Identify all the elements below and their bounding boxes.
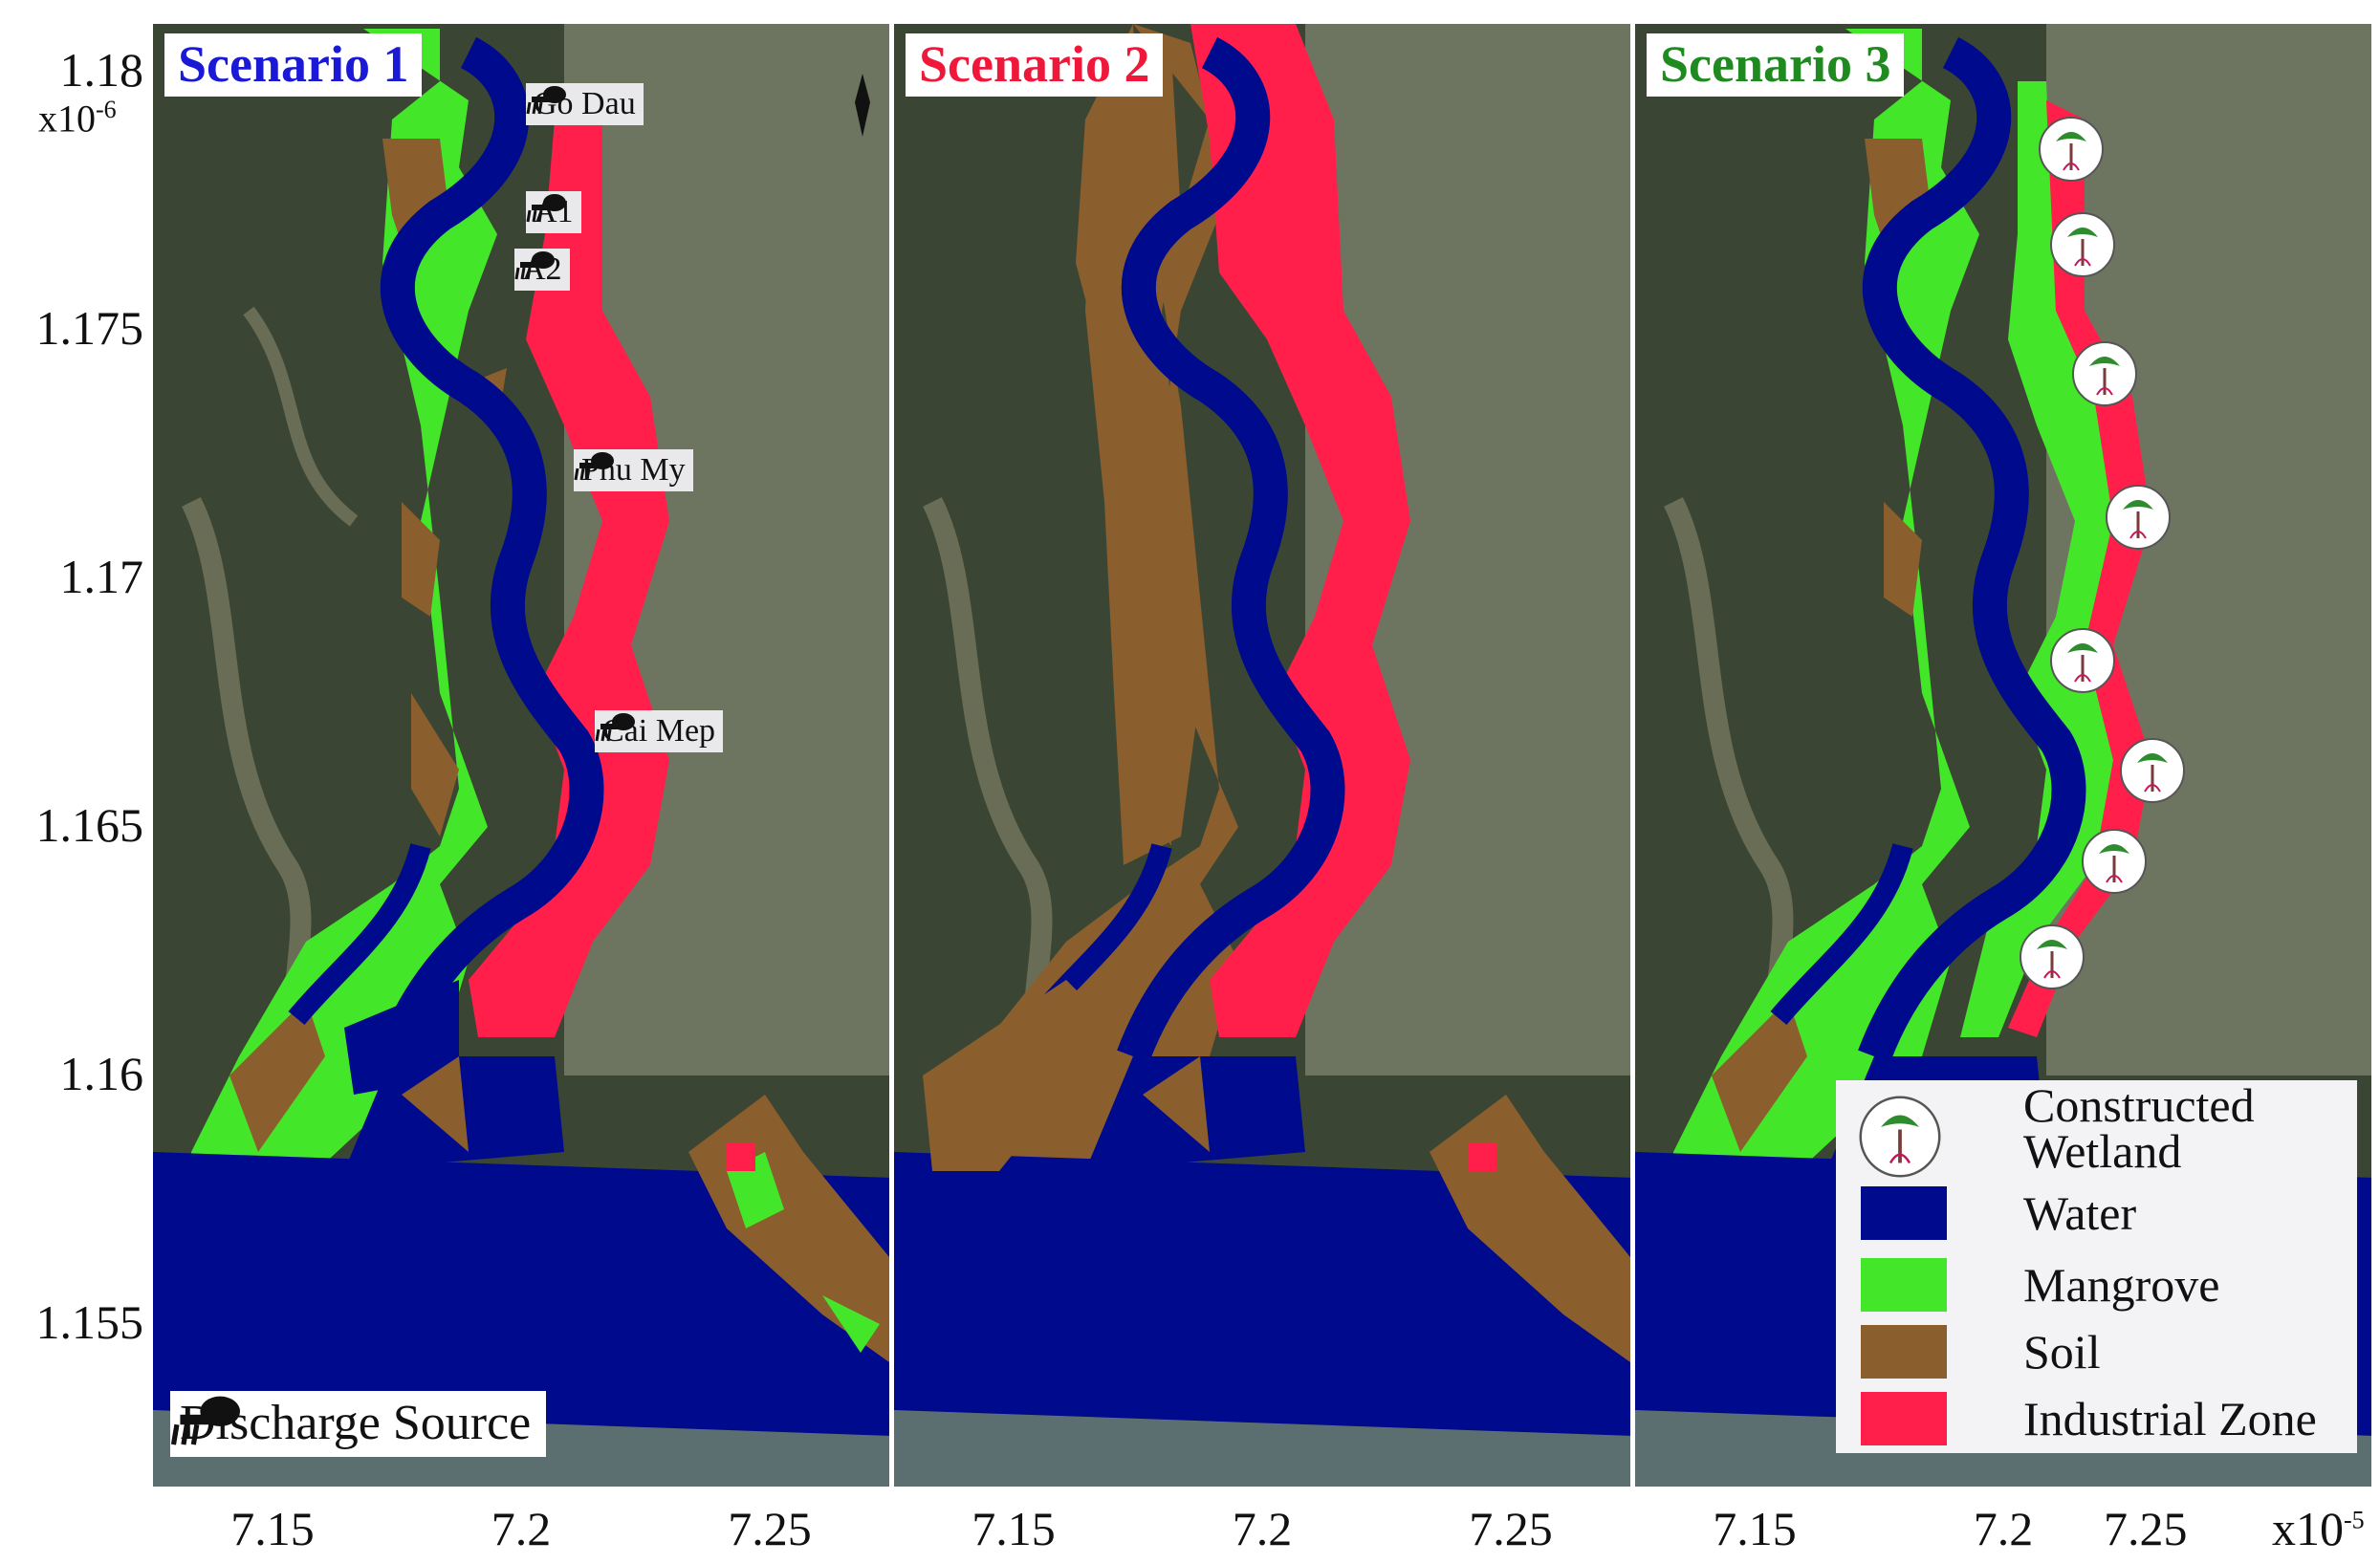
map-legend: Constructed Wetland Water Mangrove Soil … <box>1836 1080 2357 1453</box>
legend-label: Water <box>2023 1186 2137 1240</box>
legend-label: Mangrove <box>2023 1258 2220 1312</box>
y-axis-exponent: x10-6 <box>38 96 117 141</box>
y-tick: 1.175 <box>35 301 144 355</box>
legend-item-water: Water <box>1861 1185 2136 1241</box>
x-exponent-power: -5 <box>2344 1506 2365 1534</box>
legend-swatch <box>1861 1325 1947 1379</box>
x-tick: 7.25 <box>728 1502 812 1555</box>
panel-title: Scenario 3 <box>1647 33 1905 97</box>
x-tick: 7.25 <box>1469 1502 1553 1555</box>
x-exponent-base: x10 <box>2272 1502 2344 1555</box>
x-tick: 7.15 <box>230 1502 315 1555</box>
scenario-2-map <box>894 24 1630 1487</box>
discharge-source-legend: Discharge Source <box>170 1391 547 1457</box>
x-tick: 7.2 <box>1973 1502 2034 1555</box>
x-tick: 7.2 <box>491 1502 552 1555</box>
discharge-pipe-icon <box>595 713 635 742</box>
constructed-wetland-icon <box>2072 341 2137 406</box>
legend-item-industrial-zone: Industrial Zone <box>1861 1391 2317 1446</box>
y-tick: 1.18 <box>59 43 144 97</box>
constructed-wetland-icon <box>2039 117 2104 182</box>
map-panel-scenario-1: Scenario 1 Go Dau A1 A2 Phu My Cai Mep D… <box>153 24 889 1487</box>
y-tick: 1.17 <box>59 550 144 603</box>
panel-title: Scenario 2 <box>906 33 1164 97</box>
y-exponent-power: -6 <box>96 96 117 123</box>
discharge-source-label: Go Dau <box>526 83 644 125</box>
scenario-1-map <box>153 24 889 1487</box>
discharge-pipe-icon <box>514 251 555 280</box>
legend-swatch <box>1861 1186 1947 1240</box>
constructed-wetland-icon <box>2020 924 2085 989</box>
y-exponent-base: x10 <box>38 97 96 141</box>
discharge-source-label: Phu My <box>574 449 693 491</box>
constructed-wetland-icon <box>1859 1096 1941 1178</box>
panel-title: Scenario 1 <box>164 33 423 97</box>
discharge-source-label: A2 <box>514 249 570 291</box>
x-axis-exponent: x10-5 <box>2272 1501 2365 1556</box>
y-tick: 1.165 <box>35 798 144 852</box>
x-tick: 7.2 <box>1232 1502 1293 1555</box>
discharge-source-legend-label: Discharge Source <box>180 1396 532 1450</box>
x-tick: 7.15 <box>1713 1502 1797 1555</box>
legend-item-soil: Soil <box>1861 1324 2101 1379</box>
constructed-wetland-icon <box>2082 829 2147 894</box>
x-tick: 7.15 <box>972 1502 1056 1555</box>
discharge-source-label: A1 <box>526 191 581 233</box>
y-tick: 1.16 <box>59 1047 144 1100</box>
discharge-pipe-icon <box>574 452 614 481</box>
discharge-pipe-icon <box>526 194 566 223</box>
discharge-pipe-icon <box>170 1396 241 1445</box>
constructed-wetland-icon <box>2120 738 2185 803</box>
constructed-wetland-icon <box>2050 212 2115 277</box>
legend-swatch <box>1861 1258 1947 1312</box>
constructed-wetland-icon <box>2050 628 2115 693</box>
discharge-pipe-icon <box>526 86 566 115</box>
legend-swatch <box>1861 1392 1947 1445</box>
legend-label: Soil <box>2023 1325 2101 1379</box>
map-panel-scenario-2: Scenario 2 <box>894 24 1630 1487</box>
legend-item-mangrove: Mangrove <box>1861 1257 2220 1313</box>
constructed-wetland-icon <box>2106 485 2171 550</box>
discharge-source-label: Cai Mep <box>595 710 724 752</box>
x-tick: 7.25 <box>2104 1502 2188 1555</box>
legend-label: Industrial Zone <box>2023 1392 2317 1445</box>
y-tick: 1.155 <box>35 1295 144 1349</box>
legend-label-constructed-wetland: Constructed Wetland <box>2023 1078 2255 1178</box>
north-arrow-icon <box>855 74 870 137</box>
